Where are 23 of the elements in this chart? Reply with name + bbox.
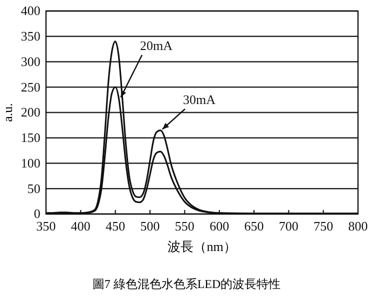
x-tick-label: 400: [70, 218, 90, 234]
y-tick-label: 300: [20, 54, 40, 69]
x-tick-label: 500: [140, 218, 160, 234]
y-tick-label: 100: [20, 155, 40, 170]
y-tick-label: 150: [20, 130, 40, 146]
x-tick-label: 750: [314, 218, 334, 234]
x-tick-label: 700: [278, 218, 298, 234]
x-axis-title: 波長（nm）: [168, 239, 236, 254]
y-tick-label: 350: [20, 28, 40, 44]
y-tick-label: 200: [20, 104, 40, 120]
x-tick-label: 650: [244, 218, 264, 234]
text: 20mA: [140, 38, 174, 53]
caption: 圖7 綠色混色水色系LED的波長特性: [92, 277, 281, 291]
x-tick-label: 450: [106, 218, 126, 234]
y-tick-label: 50: [27, 180, 40, 196]
y-tick-label: 400: [20, 3, 40, 18]
x-tick-label: 550: [174, 218, 194, 234]
y-tick-label: 250: [20, 79, 40, 94]
x-tick-label: 600: [210, 218, 230, 234]
y-axis-title: a.u.: [0, 103, 15, 122]
y-tick-label: 0: [34, 206, 40, 222]
x-tick-label: 800: [348, 218, 368, 234]
text: 30mA: [183, 92, 216, 107]
